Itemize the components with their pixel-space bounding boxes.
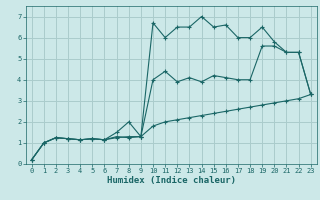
X-axis label: Humidex (Indice chaleur): Humidex (Indice chaleur) (107, 176, 236, 185)
